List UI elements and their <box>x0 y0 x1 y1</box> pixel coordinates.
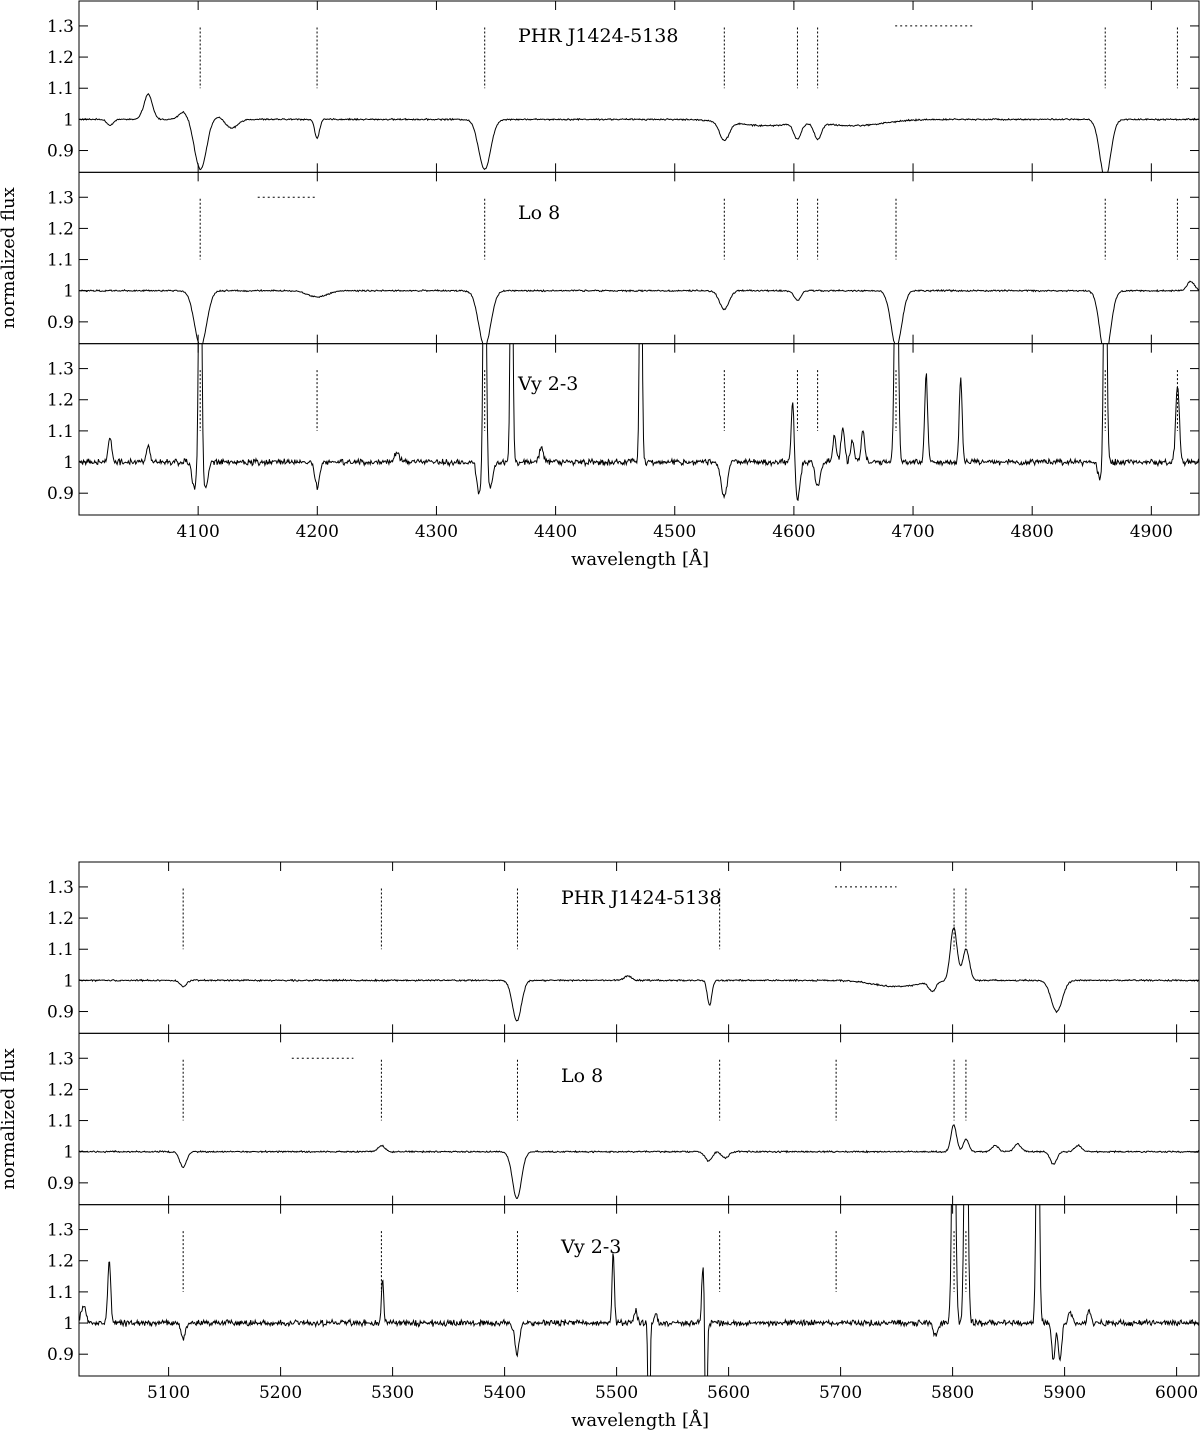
y-tick-label: 0.9 <box>47 313 74 333</box>
y-tick-label: 1.2 <box>47 219 74 239</box>
spectrum-line-vy23 <box>79 1204 1199 1376</box>
y-tick-label: 1.2 <box>47 1252 74 1272</box>
spectrum-panel-phr: 0.9 1 1.1 1.2 1.3 PHR J1424-5138 <box>47 861 1200 1034</box>
spectrum-panel-lo8: 0.9 1 1.1 1.2 1.3 Lo 8 <box>47 171 1200 345</box>
x-tick-label: 4100 <box>177 522 220 542</box>
x-tick-label: 5800 <box>931 1383 974 1403</box>
y-tick-label: 1.1 <box>47 79 74 99</box>
x-tick-label: 5700 <box>819 1383 862 1403</box>
y-tick-label: 1.3 <box>47 1221 74 1241</box>
panel-frame <box>78 1032 1200 1206</box>
star-label-vy23: Vy 2-3 <box>560 1236 621 1258</box>
star-label-phr: PHR J1424-5138 <box>518 25 678 47</box>
spectrum-panel-lo8: 0.9 1 1.1 1.2 1.3 Lo 8 <box>47 1032 1200 1206</box>
y-tick-label: 1.1 <box>47 940 74 960</box>
y-tick-label: 1.2 <box>47 909 74 929</box>
y-tick-label: 1.1 <box>47 1112 74 1132</box>
x-tick-label: 4500 <box>653 522 696 542</box>
star-label-vy23: Vy 2-3 <box>517 373 578 395</box>
x-tick-label: 5400 <box>483 1383 526 1403</box>
x-tick-label: 4700 <box>891 522 934 542</box>
x-tick-label: 5600 <box>707 1383 750 1403</box>
y-tick-label: 1 <box>63 282 74 302</box>
y-axis-title-blue: normalized flux <box>0 187 19 328</box>
y-tick-label: 0.9 <box>47 142 74 162</box>
y-tick-label: 1.3 <box>47 1049 74 1069</box>
spectrum-panel-vy23: 0.9 1 1.1 1.2 1.3 Vy 2-3 <box>47 1204 1200 1377</box>
y-tick-label: 1.1 <box>47 422 74 442</box>
y-tick-label: 1.3 <box>47 878 74 898</box>
x-tick-label: 4200 <box>296 522 339 542</box>
y-tick-label: 0.9 <box>47 1003 74 1023</box>
blue-spectra-plot: wavelength [Å] normalized flux 0.9 1 1.1 1.… <box>0 0 1200 570</box>
y-tick-label: 1 <box>63 110 74 130</box>
y-tick-label: 1.2 <box>47 48 74 68</box>
panel-frame <box>78 1204 1200 1377</box>
y-tick-label: 1.2 <box>47 391 74 411</box>
y-tick-label: 1 <box>63 453 74 473</box>
y-tick-label: 1 <box>63 1143 74 1163</box>
panel-frame <box>78 171 1200 345</box>
x-tick-label: 5100 <box>147 1383 190 1403</box>
star-label-phr: PHR J1424-5138 <box>561 887 721 909</box>
spectrum-line-vy23 <box>79 343 1199 502</box>
y-tick-label: 1.1 <box>47 251 74 271</box>
x-tick-label: 4900 <box>1130 522 1173 542</box>
y-tick-label: 0.9 <box>47 484 74 504</box>
spectrum-line-lo8 <box>79 1124 1199 1199</box>
x-tick-label: 5900 <box>1043 1383 1086 1403</box>
red-spectra-plot: wavelength [Å] normalized flux 0.9 1 1.1 1.… <box>0 861 1200 1431</box>
y-tick-label: 1.3 <box>47 188 74 208</box>
y-tick-label: 1.1 <box>47 1283 74 1303</box>
spectrum-panel-phr: 0.9 1 1.1 1.2 1.3 PHR J1424-5138 <box>47 0 1200 173</box>
y-tick-label: 1.3 <box>47 17 74 37</box>
y-tick-label: 0.9 <box>47 1174 74 1194</box>
x-axis-title-red: wavelength [Å] <box>571 1409 709 1431</box>
spectrum-line-phr <box>79 93 1199 173</box>
spectrum-line-lo8 <box>79 280 1199 344</box>
x-axis-title-blue: wavelength [Å] <box>571 548 709 570</box>
x-tick-label: 5200 <box>259 1383 302 1403</box>
x-tick-label: 5300 <box>371 1383 414 1403</box>
y-tick-label: 1.3 <box>47 360 74 380</box>
y-axis-title-red: normalized flux <box>0 1048 19 1189</box>
x-tick-label: 4400 <box>534 522 577 542</box>
spectrum-panel-vy23: 0.9 1 1.1 1.2 1.3 Vy 2-3 <box>47 343 1200 516</box>
spectrum-line-phr <box>79 926 1199 1022</box>
y-tick-label: 1 <box>63 1314 74 1334</box>
y-tick-label: 1 <box>63 971 74 991</box>
star-label-lo8: Lo 8 <box>561 1065 603 1087</box>
y-tick-label: 0.9 <box>47 1345 74 1365</box>
x-tick-label: 4800 <box>1011 522 1054 542</box>
x-tick-label: 5500 <box>595 1383 638 1403</box>
x-tick-label: 4300 <box>415 522 458 542</box>
x-tick-label: 6000 <box>1155 1383 1198 1403</box>
x-tick-label: 4600 <box>772 522 815 542</box>
star-label-lo8: Lo 8 <box>518 202 560 224</box>
y-tick-label: 1.2 <box>47 1080 74 1100</box>
